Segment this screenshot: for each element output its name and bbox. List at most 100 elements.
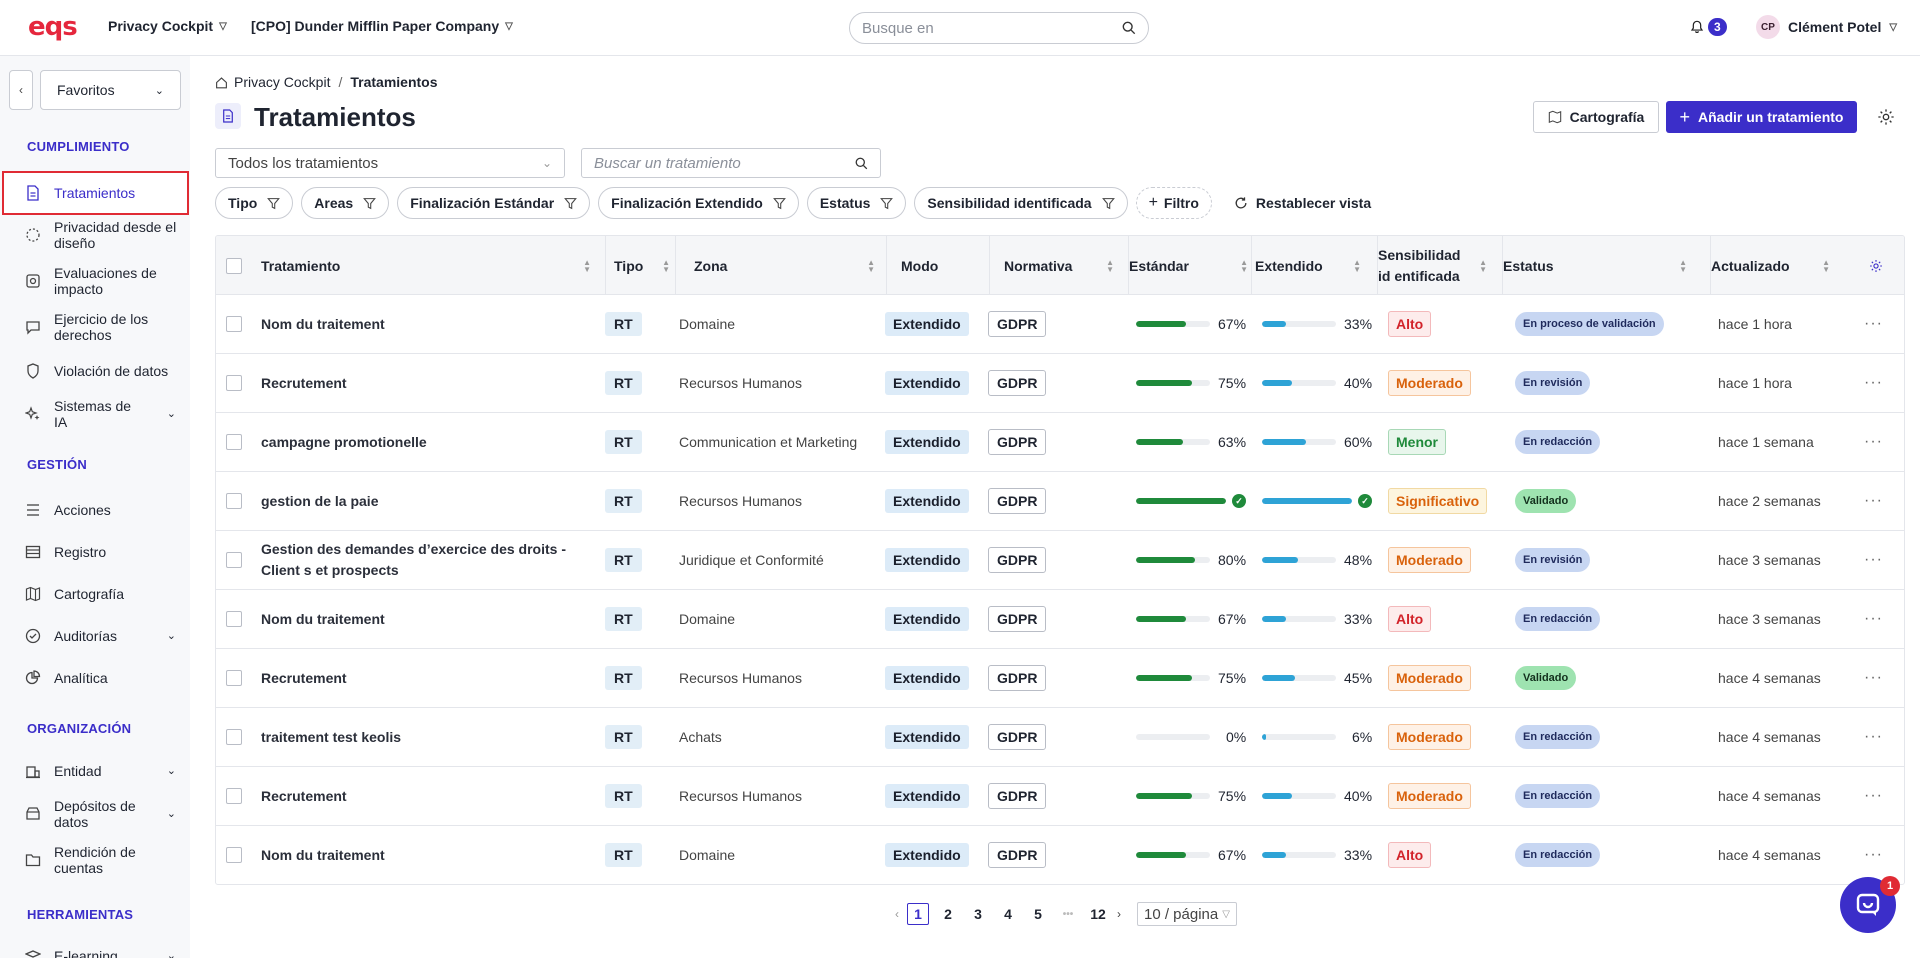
tratamiento-cell[interactable]: Recrutement [261, 649, 596, 707]
row-checkbox-cell[interactable] [226, 531, 242, 589]
sidebar-item-acciones[interactable]: Acciones [24, 501, 184, 519]
sort-icon[interactable]: ▲ ▼ [662, 257, 670, 274]
more-icon[interactable]: ··· [1864, 433, 1883, 450]
tratamiento-name[interactable]: Recrutement [261, 669, 347, 686]
tratamiento-name[interactable]: Nom du traitement [261, 315, 385, 332]
more-pages-button[interactable]: ••• [1062, 908, 1074, 920]
prev-page-button[interactable]: ‹ [895, 907, 899, 921]
reset-view-button[interactable]: Restablecer vista [1234, 195, 1371, 211]
sidebar-item-privacidad[interactable]: Privacidad desde el diseño [24, 219, 184, 251]
breadcrumb-root[interactable]: Privacy Cockpit [234, 74, 331, 90]
row-checkbox-cell[interactable] [226, 590, 242, 648]
more-icon[interactable]: ··· [1864, 846, 1883, 863]
notifications-button[interactable]: 3 [1690, 18, 1727, 36]
page-size-select[interactable]: 10 / página ▽ [1137, 902, 1237, 926]
more-icon[interactable]: ··· [1864, 492, 1883, 509]
sidebar-item-tratamientos[interactable]: Tratamientos [2, 171, 189, 215]
column-header-tratamiento[interactable]: Tratamiento ▲ ▼ [261, 236, 591, 295]
row-checkbox-cell[interactable] [226, 472, 242, 530]
row-checkbox-cell[interactable] [226, 708, 242, 766]
tratamiento-name[interactable]: Nom du traitement [261, 846, 385, 863]
tratamiento-name[interactable]: traitement test keolis [261, 728, 402, 745]
row-actions-cell[interactable]: ··· [1864, 354, 1883, 412]
tratamiento-name[interactable]: Recrutement [261, 374, 347, 391]
tratamiento-cell[interactable]: campagne promotionelle [261, 413, 596, 471]
row-actions-cell[interactable]: ··· [1864, 767, 1883, 825]
sidebar-item-cartografia[interactable]: Cartografía [24, 585, 184, 603]
search-icon[interactable] [1122, 21, 1136, 35]
table-row[interactable]: Recrutement RT Recursos Humanos Extendido GD… [216, 767, 1904, 826]
more-icon[interactable]: ··· [1864, 728, 1883, 745]
select-all-checkbox[interactable] [226, 236, 242, 295]
more-icon[interactable]: ··· [1864, 315, 1883, 332]
table-row[interactable]: Nom du traitement RT Domaine Extendido GDPR 6… [216, 826, 1904, 884]
tratamiento-name[interactable]: Recrutement [261, 787, 347, 804]
more-icon[interactable]: ··· [1864, 610, 1883, 627]
tratamiento-search-input[interactable] [594, 154, 855, 172]
sort-icon[interactable]: ▲ ▼ [583, 257, 591, 274]
sidebar-item-entidad[interactable]: Entidad ⌄ [24, 762, 184, 780]
page-1-button[interactable]: 1 [907, 903, 929, 925]
sidebar-item-registro[interactable]: Registro [24, 543, 184, 561]
tratamiento-name[interactable]: gestion de la paie [261, 492, 379, 509]
sidebar-item-evaluaciones[interactable]: Evaluaciones de impacto [24, 265, 184, 297]
table-row[interactable]: Recrutement RT Recursos Humanos Extendido GD… [216, 354, 1904, 413]
row-checkbox-cell[interactable] [226, 826, 242, 884]
sidebar-item-ejercicio[interactable]: Ejercicio de los derechos [24, 311, 184, 343]
search-icon[interactable] [855, 157, 868, 170]
tratamiento-cell[interactable]: Recrutement [261, 767, 596, 825]
row-actions-cell[interactable]: ··· [1864, 472, 1883, 530]
page-5-button[interactable]: 5 [1034, 906, 1042, 922]
tratamiento-cell[interactable]: traitement test keolis [261, 708, 596, 766]
tratamiento-name[interactable]: Nom du traitement [261, 610, 385, 627]
tratamiento-cell[interactable]: gestion de la paie [261, 472, 596, 530]
column-header-zona[interactable]: Zona ▲ ▼ [675, 236, 875, 295]
tratamiento-cell[interactable]: Gestion des demandes d’exercice des droi… [261, 531, 596, 589]
checkbox[interactable] [226, 552, 242, 568]
favorites-select[interactable]: Favoritos ⌄ [40, 70, 181, 110]
sidebar-item-auditorias[interactable]: Auditorías ⌄ [24, 627, 184, 645]
more-icon[interactable]: ··· [1864, 374, 1883, 391]
table-row[interactable]: Nom du traitement RT Domaine Extendido GDPR 6… [216, 590, 1904, 649]
tratamiento-name[interactable]: campagne promotionelle [261, 433, 427, 450]
tratamiento-cell[interactable]: Nom du traitement [261, 295, 596, 353]
more-icon[interactable]: ··· [1864, 787, 1883, 804]
sidebar-item-elearning[interactable]: E-learning ⌄ [24, 947, 184, 958]
global-search-input[interactable] [862, 19, 1122, 37]
module-menu[interactable]: Privacy Cockpit ▽ [108, 18, 227, 34]
row-actions-cell[interactable]: ··· [1864, 708, 1883, 766]
sort-icon[interactable]: ▲ ▼ [867, 257, 875, 274]
table-row[interactable]: Nom du traitement RT Domaine Extendido GDPR 6… [216, 295, 1904, 354]
add-filter-button[interactable]: + Filtro [1135, 187, 1212, 219]
add-tratamiento-button[interactable]: + Añadir un tratamiento [1666, 101, 1857, 133]
row-actions-cell[interactable]: ··· [1864, 826, 1883, 884]
sidebar-item-violacion[interactable]: Violación de datos [24, 362, 184, 380]
checkbox[interactable] [226, 611, 242, 627]
filter-sensibilidad[interactable]: Sensibilidad identificada [914, 187, 1128, 219]
row-checkbox-cell[interactable] [226, 354, 242, 412]
checkbox[interactable] [226, 316, 242, 332]
checkbox[interactable] [226, 257, 242, 274]
gear-icon[interactable] [1877, 108, 1895, 126]
collapse-sidebar-button[interactable]: ‹ [9, 70, 33, 110]
checkbox[interactable] [226, 729, 242, 745]
page-3-button[interactable]: 3 [974, 906, 982, 922]
table-row[interactable]: traitement test keolis RT Achats Extendido G… [216, 708, 1904, 767]
page-2-button[interactable]: 2 [944, 906, 952, 922]
tratamiento-search[interactable] [581, 148, 881, 178]
row-checkbox-cell[interactable] [226, 413, 242, 471]
cartografia-button[interactable]: Cartografía [1533, 101, 1659, 133]
row-actions-cell[interactable]: ··· [1864, 590, 1883, 648]
sidebar-item-rendicion[interactable]: Rendición de cuentas [24, 844, 184, 876]
tratamiento-name[interactable]: Gestion des demandes d’exercice des droi… [261, 541, 566, 578]
filter-fin-extendido[interactable]: Finalización Extendido [598, 187, 799, 219]
filter-fin-estandar[interactable]: Finalización Estándar [397, 187, 591, 219]
row-checkbox-cell[interactable] [226, 767, 242, 825]
sidebar-item-analitica[interactable]: Analítica [24, 669, 184, 687]
row-actions-cell[interactable]: ··· [1864, 413, 1883, 471]
column-header-tipo[interactable]: Tipo ▲ ▼ [605, 236, 670, 295]
company-menu[interactable]: [CPO] Dunder Mifflin Paper Company ▽ [251, 18, 513, 34]
column-header-estatus[interactable]: Estatus ▲ ▼ [1502, 236, 1687, 295]
checkbox[interactable] [226, 375, 242, 391]
page-last-button[interactable]: 12 [1090, 906, 1106, 922]
